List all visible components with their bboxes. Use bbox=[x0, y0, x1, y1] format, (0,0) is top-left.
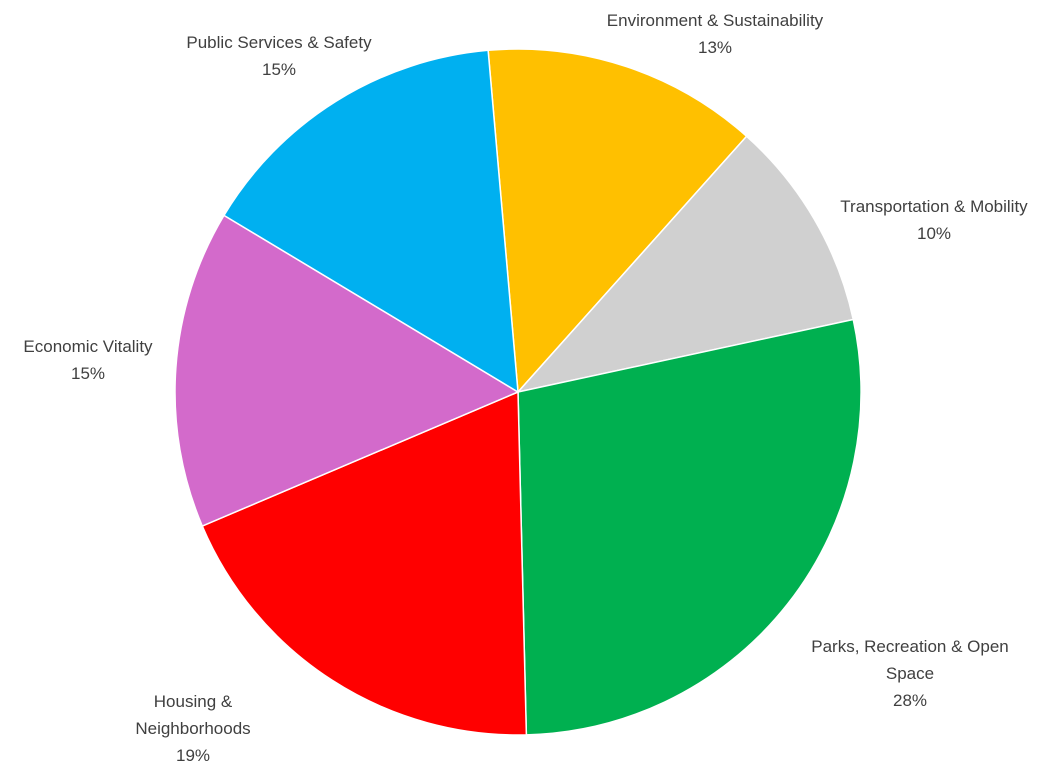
data-label-value: 19% bbox=[176, 746, 210, 765]
data-label-value: 13% bbox=[698, 38, 732, 57]
pie-slice-parks-recreation-and-open-space bbox=[517, 318, 862, 736]
data-label-name: Neighborhoods bbox=[135, 719, 250, 738]
data-label-environment-and-sustainability: Environment & Sustainability 13% bbox=[607, 11, 824, 57]
data-label-public-services-and-safety: Public Services & Safety 15% bbox=[186, 33, 372, 79]
pie-slice-economic-vitality bbox=[174, 214, 520, 528]
data-label-name: Space bbox=[886, 664, 934, 683]
pie-data-labels: Environment & Sustainability 13% Transport… bbox=[23, 11, 1028, 765]
data-label-name: Economic Vitality bbox=[23, 337, 153, 356]
data-label-value: 10% bbox=[917, 224, 951, 243]
pie-slice-transportation-and-mobility bbox=[515, 135, 855, 394]
data-label-transportation-and-mobility: Transportation & Mobility 10% bbox=[840, 197, 1028, 243]
data-label-housing-and-neighborhoods: Housing & Neighborhoods 19% bbox=[135, 692, 250, 765]
pie-slice-environment-and-sustainability bbox=[487, 48, 748, 394]
pie-slice-public-services-and-safety bbox=[222, 49, 519, 394]
data-label-value: 28% bbox=[893, 691, 927, 710]
data-label-value: 15% bbox=[71, 364, 105, 383]
data-label-parks-recreation-and-open-space: Parks, Recreation & Open Space 28% bbox=[811, 637, 1008, 710]
pie-slices bbox=[174, 48, 862, 736]
data-label-economic-vitality: Economic Vitality 15% bbox=[23, 337, 153, 383]
data-label-name: Public Services & Safety bbox=[186, 33, 372, 52]
pie-slice-housing-and-neighborhoods bbox=[201, 390, 528, 736]
data-label-name: Transportation & Mobility bbox=[840, 197, 1028, 216]
data-label-name: Housing & bbox=[154, 692, 233, 711]
data-label-name: Parks, Recreation & Open bbox=[811, 637, 1008, 656]
data-label-value: 15% bbox=[262, 60, 296, 79]
data-label-name: Environment & Sustainability bbox=[607, 11, 824, 30]
